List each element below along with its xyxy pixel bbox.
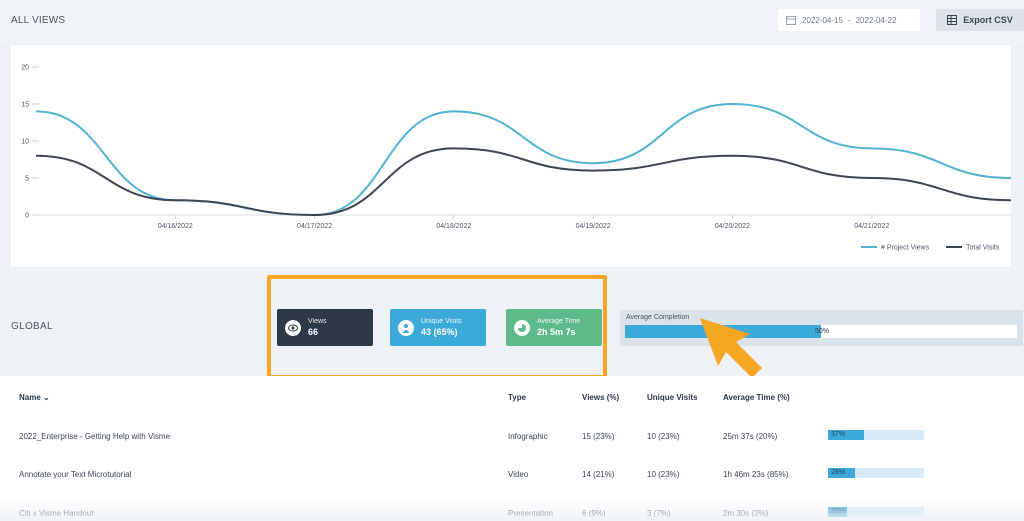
row-views: 6 (9%) xyxy=(582,509,606,518)
x-tick-label: 04/17/2022 xyxy=(297,223,332,230)
row-name[interactable]: Citi x Visme Handout xyxy=(19,509,94,518)
column-header-unique[interactable]: Unique Visits xyxy=(647,393,698,402)
column-header-views[interactable]: Views (%) xyxy=(582,393,620,402)
row-unique: 10 (23%) xyxy=(647,432,680,441)
column-header-type[interactable]: Type xyxy=(508,393,527,402)
x-tick-label: 04/21/2022 xyxy=(854,223,889,230)
y-tick-label: 15 xyxy=(21,102,29,109)
row-avg-time: 1h 46m 23s (85%) xyxy=(723,470,789,479)
views-chart-panel: 0 5 10 15 20 04/16/2022 04/17/2022 04/18/2022 04… xyxy=(11,45,1011,267)
column-header-avg-time[interactable]: Average Time (%) xyxy=(723,393,790,402)
table-icon xyxy=(947,15,958,25)
row-avg-time: 25m 37s (20%) xyxy=(723,432,778,441)
x-tick-label: 04/20/2022 xyxy=(715,223,750,230)
row-completion-bar: 28% xyxy=(828,468,924,478)
export-csv-button[interactable]: Export CSV xyxy=(936,9,1024,31)
views-label: Views xyxy=(308,318,327,325)
completion-percent: 50% xyxy=(815,328,830,335)
date-to[interactable]: 2022-04-22 xyxy=(855,15,897,25)
eye-icon xyxy=(285,319,301,336)
views-card: Views 66 xyxy=(277,309,373,346)
x-tick-label: 04/18/2022 xyxy=(436,223,471,230)
y-tick-label: 0 xyxy=(25,213,29,220)
column-header-name[interactable]: Name ⌄ xyxy=(19,393,50,402)
clock-icon xyxy=(514,319,530,336)
row-completion-bar: 20% xyxy=(828,507,924,517)
date-separator: - xyxy=(847,15,851,25)
row-completion-fill: 28% xyxy=(828,468,855,478)
export-csv-label: Export CSV xyxy=(963,15,1013,25)
calendar-icon xyxy=(786,16,796,25)
row-completion-fill: 37% xyxy=(828,430,864,440)
average-time-card: Average Time 2h 5m 7s xyxy=(506,309,602,346)
y-tick-label: 20 xyxy=(21,65,29,72)
row-type: Presentation xyxy=(508,509,553,518)
completion-progress-track: 50% xyxy=(625,325,1017,338)
global-label: GLOBAL xyxy=(11,321,53,332)
date-from[interactable]: 2022-04-15 xyxy=(802,15,843,25)
pointer-arrow-icon xyxy=(700,318,762,378)
views-line-chart: 0 5 10 15 20 04/16/2022 04/17/2022 04/18/2022 04… xyxy=(21,65,1011,252)
row-avg-time: 2m 30s (2%) xyxy=(723,509,769,518)
row-name[interactable]: Annotate your Text Microtutorial xyxy=(19,470,132,479)
projects-table: Name ⌄ Type Views (%) Unique Visits Aver… xyxy=(0,376,1024,521)
row-unique: 10 (23%) xyxy=(647,470,680,479)
average-time-value: 2h 5m 7s xyxy=(537,327,576,337)
x-tick-label: 04/16/2022 xyxy=(158,223,193,230)
row-views: 14 (21%) xyxy=(582,470,615,479)
unique-visits-label: Unique Visits xyxy=(421,318,462,325)
average-completion-panel: Average Completion 50% xyxy=(620,310,1023,346)
average-completion-label: Average Completion xyxy=(626,314,690,321)
chevron-down-icon: ⌄ xyxy=(43,393,50,402)
date-range-picker[interactable]: 2022-04-15 - 2022-04-22 xyxy=(778,9,920,31)
row-completion-fill: 20% xyxy=(828,507,848,517)
section-title: ALL VIEWS xyxy=(11,15,66,26)
row-completion-bar: 37% xyxy=(828,430,924,440)
unique-visits-value: 43 (65%) xyxy=(421,327,458,337)
legend-label: # Project Views xyxy=(881,245,930,252)
unique-visits-card: Unique Visits 43 (65%) xyxy=(390,309,486,346)
average-time-label: Average Time xyxy=(537,318,581,325)
row-unique: 3 (7%) xyxy=(647,509,671,518)
highlight-box xyxy=(267,275,607,379)
x-tick-label: 04/19/2022 xyxy=(576,223,611,230)
series-line-total-visits xyxy=(35,147,1011,217)
user-icon xyxy=(398,319,414,336)
row-name[interactable]: 2022_Enterprise - Getting Help with Vism… xyxy=(19,432,171,441)
row-views: 15 (23%) xyxy=(582,432,615,441)
views-value: 66 xyxy=(308,327,319,337)
y-tick-label: 10 xyxy=(21,139,29,146)
legend-label: Total Visits xyxy=(966,245,1000,252)
y-tick-label: 5 xyxy=(25,176,29,183)
row-type: Infographic xyxy=(508,432,548,441)
row-type: Video xyxy=(508,470,529,479)
